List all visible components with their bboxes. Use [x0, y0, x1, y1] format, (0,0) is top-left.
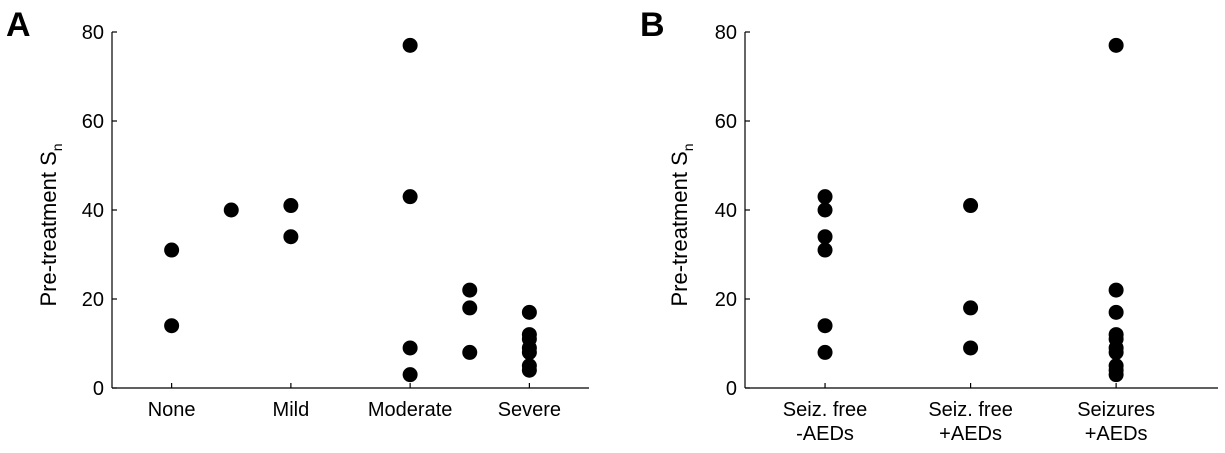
data-point [164, 318, 180, 334]
data-point [283, 229, 299, 245]
data-point [521, 362, 537, 378]
data-point [521, 344, 537, 360]
y-tick-label: 0 [726, 378, 737, 400]
panel-a-y-axis-title-subscript: n [49, 143, 65, 151]
y-tick-label: 80 [715, 22, 737, 44]
data-point [223, 202, 239, 218]
data-point [963, 340, 979, 356]
data-point [283, 198, 299, 214]
x-tick-label: Mild [273, 399, 310, 421]
panel-b-y-axis-title: Pre-treatment Sn [667, 143, 696, 306]
y-tick-label: 60 [715, 111, 737, 133]
panel-b-data-points [817, 37, 1124, 383]
data-point [963, 198, 979, 214]
x-tick-label: Moderate [368, 399, 453, 421]
data-point [1108, 37, 1124, 53]
data-point [521, 304, 537, 320]
data-point [402, 189, 418, 205]
x-tick-label: +AEDs [1085, 423, 1148, 445]
panel-a-y-axis-title: Pre-treatment Sn [36, 143, 65, 306]
y-tick-label: 20 [82, 289, 104, 311]
y-tick-label: 40 [82, 200, 104, 222]
panel-a-y-axis-title-main: Pre-treatment S [36, 151, 61, 306]
data-point [462, 282, 478, 298]
x-tick-label: None [148, 399, 196, 421]
data-point [402, 367, 418, 383]
data-point [1108, 304, 1124, 320]
data-point [817, 242, 833, 258]
x-tick-label: Seizures [1077, 399, 1155, 421]
panel-b-y-axis-title-main: Pre-treatment S [667, 151, 692, 306]
panel-b-y-ticks: 0 20 40 60 80 [715, 22, 750, 400]
data-point [402, 37, 418, 53]
panel-b-y-axis-title-subscript: n [680, 143, 696, 151]
data-point [817, 202, 833, 218]
panel-a-x-ticks: None Mild Moderate Severe [148, 383, 561, 421]
data-point [1108, 344, 1124, 360]
y-tick-label: 40 [715, 200, 737, 222]
data-point [817, 318, 833, 334]
data-point [402, 340, 418, 356]
y-tick-label: 20 [715, 289, 737, 311]
panel-a-y-ticks: 0 20 40 60 80 [82, 22, 117, 400]
y-tick-label: 60 [82, 111, 104, 133]
y-tick-label: 80 [82, 22, 104, 44]
x-tick-label: Seiz. free [928, 399, 1012, 421]
data-point [462, 344, 478, 360]
data-point [1108, 367, 1124, 383]
panel-b-label: B [640, 6, 665, 44]
x-tick-label: -AEDs [796, 423, 854, 445]
data-point [462, 300, 478, 316]
y-tick-label: 0 [93, 378, 104, 400]
x-tick-label: Seiz. free [783, 399, 867, 421]
panel-a: A Pre-treatment Sn 0 20 40 60 80 None Mild Mod… [6, 6, 589, 421]
data-point [817, 229, 833, 245]
data-point [963, 300, 979, 316]
panel-a-data-points [164, 37, 537, 383]
panel-a-label: A [6, 6, 31, 44]
data-point [164, 242, 180, 258]
x-tick-label: +AEDs [939, 423, 1002, 445]
x-tick-label: Severe [498, 399, 561, 421]
data-point [817, 189, 833, 205]
data-point [1108, 282, 1124, 298]
data-point [817, 344, 833, 360]
